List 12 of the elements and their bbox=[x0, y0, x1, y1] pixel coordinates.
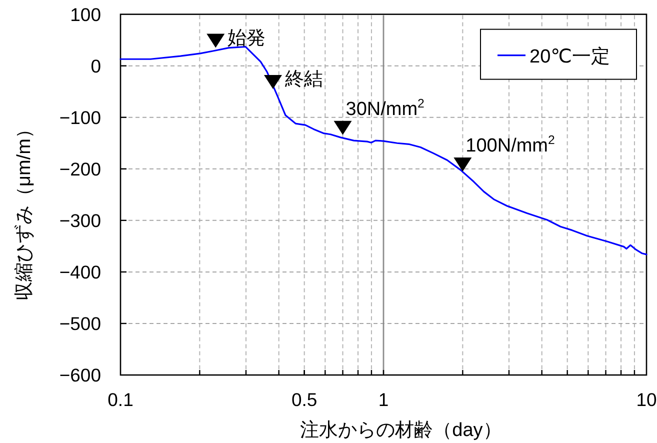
annotation: 30N/mm$^{2}$ bbox=[346, 96, 425, 120]
ylabel: 収縮ひずみ（μm/m） bbox=[14, 120, 35, 300]
annotation: 終結 bbox=[284, 69, 323, 90]
legend: 20℃一定 bbox=[480, 28, 637, 80]
annotation: 100N/mm$^{2}$ bbox=[454, 133, 555, 172]
xlabel: 注水からの材齢（day） bbox=[300, 420, 502, 441]
annotation: 始発 bbox=[228, 28, 266, 49]
annotation: 30N/mm$^{2}$ bbox=[334, 96, 424, 135]
legend-label: 20℃一定 bbox=[530, 45, 610, 68]
annotation: 始発 bbox=[206, 28, 266, 49]
annotation: 100N/mm$^{2}$ bbox=[466, 133, 556, 156]
annotation: 終結 bbox=[264, 69, 323, 90]
